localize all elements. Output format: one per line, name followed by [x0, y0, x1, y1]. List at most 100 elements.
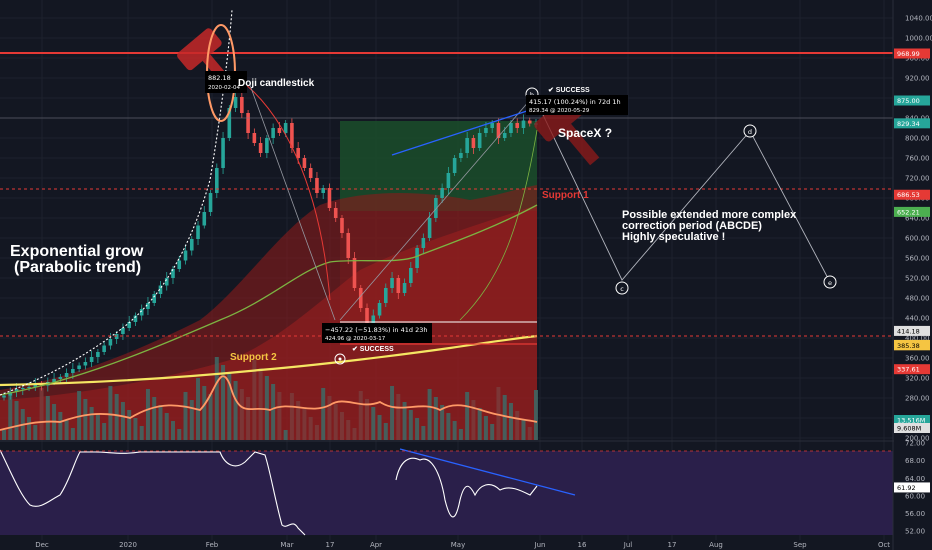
- candle-body: [521, 120, 526, 128]
- top-label-box: [205, 71, 247, 93]
- candle-body: [183, 250, 188, 261]
- time-tick-label: 2020: [119, 541, 137, 549]
- candle-body: [258, 143, 263, 153]
- support2-label: Support 2: [230, 352, 277, 363]
- price-badges: 968.99875.00829.34686.53652.21414.18386.…: [894, 48, 930, 433]
- candle-body: [434, 198, 438, 218]
- possible-label-3: Highly speculative !: [622, 231, 725, 243]
- green-arc: [459, 129, 538, 321]
- time-tick-label: Sep: [793, 541, 807, 549]
- volume-bar: [95, 415, 100, 440]
- price-tick-label: 280.00: [905, 395, 930, 403]
- volume-bar: [233, 381, 238, 440]
- candle-body: [177, 260, 182, 269]
- candle-body: [302, 158, 307, 168]
- volume-bar: [477, 408, 482, 440]
- volume-bar: [534, 390, 538, 440]
- rsi-tick-label: 72.00: [905, 440, 925, 448]
- time-tick-label: Feb: [206, 541, 219, 549]
- candle-body: [127, 322, 131, 328]
- candle-body: [152, 294, 157, 303]
- time-tick-label: Dec: [35, 541, 49, 549]
- measure-up-line: [339, 99, 531, 321]
- volume-bar: [508, 403, 513, 440]
- candle-body: [71, 369, 75, 373]
- price-tick-label: 640.00: [905, 215, 930, 223]
- price-axis-panel: [894, 0, 932, 550]
- top-date: 2020-02-04: [208, 85, 240, 91]
- volume-bar: [446, 413, 451, 440]
- volume-bar: [70, 428, 75, 440]
- candle-body: [64, 373, 69, 377]
- volume-bar: [321, 388, 326, 440]
- volume-bar: [39, 388, 44, 440]
- volume-bar: [502, 395, 507, 440]
- time-tick-label: May: [451, 541, 465, 549]
- volume-bar: [521, 419, 526, 440]
- volume-bar: [183, 392, 188, 440]
- volume-bar: [158, 405, 163, 440]
- volume-bar: [415, 418, 420, 440]
- candle-body: [290, 123, 294, 148]
- volume-bar: [371, 407, 376, 440]
- volume-bar: [346, 420, 351, 440]
- price-tick-label: 320.00: [905, 375, 930, 383]
- candle-body: [390, 278, 394, 288]
- volume-bar: [289, 393, 294, 440]
- volume-bar: [402, 402, 407, 440]
- price-tick-label: 760.00: [905, 155, 930, 163]
- candle-body: [58, 377, 63, 379]
- price-badge: [894, 48, 930, 59]
- volume-bar: [333, 404, 338, 440]
- candle-body: [440, 188, 444, 198]
- volume-bar: [27, 417, 32, 440]
- candle-body: [215, 168, 219, 193]
- volume-bar: [58, 412, 63, 440]
- volume-bar: [377, 415, 382, 440]
- candle-body: [358, 288, 363, 308]
- volume-bar: [427, 389, 432, 440]
- candle-body: [265, 138, 269, 153]
- price-badge-label: 875.00: [897, 97, 920, 105]
- time-tick-label: Jul: [623, 541, 633, 549]
- volume-bar: [271, 384, 276, 440]
- candle-body: [327, 188, 332, 208]
- candle-body: [96, 352, 100, 357]
- volume-bar: [471, 400, 476, 440]
- rsi-tick-label: 56.00: [905, 510, 925, 518]
- candle-body: [346, 233, 351, 258]
- success-label-top: ✔ SUCCESS: [548, 87, 590, 94]
- candle-body: [77, 365, 81, 369]
- volume-bar: [133, 418, 138, 440]
- red-cloud-inner: [0, 205, 537, 440]
- price-tick-label: 520.00: [905, 275, 930, 283]
- measure-down-line: [249, 84, 336, 321]
- price-tick-label: 1040.00: [905, 15, 932, 23]
- price-badge: [894, 325, 930, 336]
- volume-bar: [2, 430, 6, 440]
- volume-bar: [390, 386, 395, 440]
- time-tick-label: Aug: [709, 541, 723, 549]
- volume-bar: [339, 412, 344, 440]
- support1-label: Support 1: [542, 190, 589, 201]
- volume-bar: [527, 427, 532, 440]
- candle-body: [20, 388, 25, 389]
- candle-body: [484, 128, 488, 133]
- volume-bar: [114, 394, 119, 440]
- volume-bar: [177, 429, 182, 440]
- candle-body: [471, 138, 476, 148]
- candle-body: [377, 303, 382, 316]
- measure-down-date: 424.96 @ 2020-03-17: [325, 336, 386, 342]
- price-tick-label: 920.00: [905, 75, 930, 83]
- price-badge: [894, 415, 930, 425]
- time-tick-label: Mar: [280, 541, 293, 549]
- volume-bar: [33, 425, 38, 440]
- volume-bar: [264, 376, 269, 440]
- candle-body: [315, 178, 319, 193]
- candle-body: [452, 158, 457, 173]
- exponential-label: Exponential grow: [10, 243, 144, 260]
- volume-ma-line: [0, 375, 538, 431]
- price-badge-label: 686.53: [897, 191, 920, 199]
- measure-down-box: [322, 323, 432, 343]
